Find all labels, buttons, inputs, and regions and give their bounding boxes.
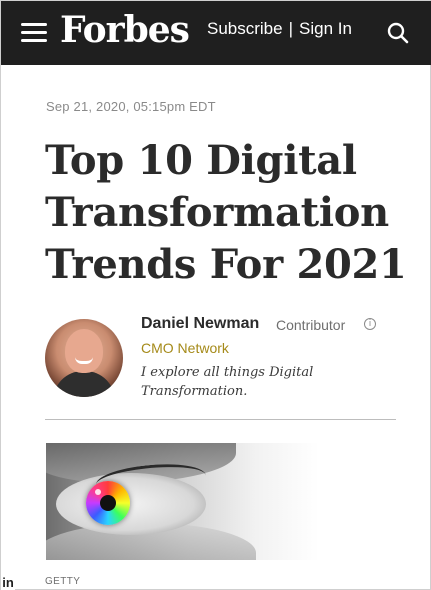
article-title: Top 10 Digital Transformation Trends For… xyxy=(45,135,415,291)
author-avatar[interactable] xyxy=(45,319,123,397)
info-icon[interactable]: i xyxy=(364,318,376,330)
forbes-logo[interactable]: Forbes xyxy=(60,9,190,51)
auth-separator: | xyxy=(288,19,294,38)
sign-in-link[interactable]: Sign In xyxy=(299,19,352,38)
linkedin-share-icon[interactable]: in xyxy=(1,575,15,590)
author-network-link[interactable]: CMO Network xyxy=(141,340,229,356)
title-line: Transformation xyxy=(45,189,389,236)
author-byline: Daniel Newman Contributor i CMO Network … xyxy=(45,315,397,423)
article-date: Sep 21, 2020, 05:15pm EDT xyxy=(46,99,216,114)
author-name-link[interactable]: Daniel Newman xyxy=(141,315,260,332)
rainbow-iris-graphic xyxy=(86,481,130,525)
auth-links: Subscribe | Sign In xyxy=(207,19,352,39)
bio-line: I explore all things Digital xyxy=(141,365,314,380)
site-header: Forbes Subscribe | Sign In xyxy=(1,1,431,65)
article-hero-image[interactable] xyxy=(46,443,396,560)
author-role: Contributor xyxy=(276,317,346,333)
author-bio: I explore all things Digital Transformat… xyxy=(141,363,371,401)
title-line: Top 10 Digital xyxy=(45,137,357,184)
bio-line: Transformation. xyxy=(141,384,248,399)
hamburger-menu-icon[interactable] xyxy=(21,23,47,43)
search-icon[interactable] xyxy=(387,22,409,44)
image-credit: GETTY xyxy=(45,576,81,587)
subscribe-link[interactable]: Subscribe xyxy=(207,19,283,38)
title-line: Trends For 2021 xyxy=(45,241,407,288)
byline-divider xyxy=(45,419,396,420)
